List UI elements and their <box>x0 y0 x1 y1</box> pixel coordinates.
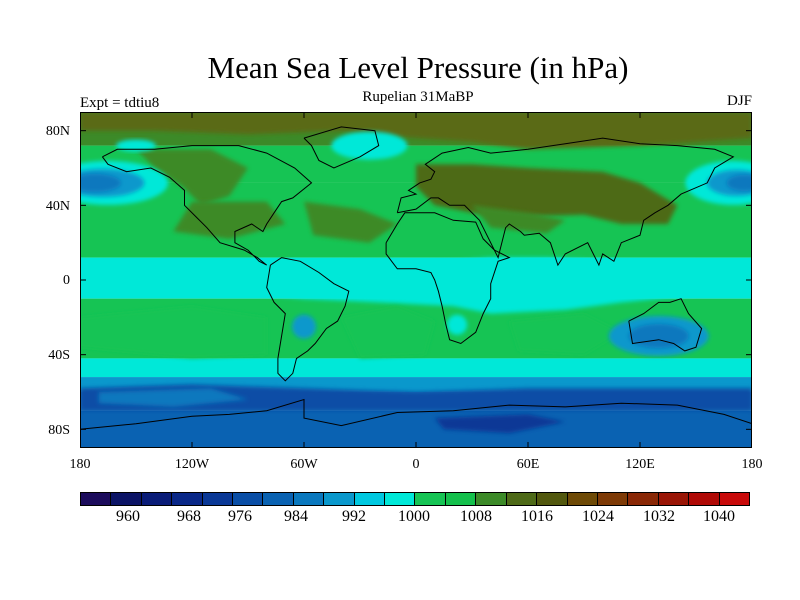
lat-tick-label: 80N <box>45 124 70 139</box>
lon-tick-label: 120W <box>174 457 210 472</box>
colorbar-swatch <box>689 493 720 505</box>
eurasia-coast <box>396 137 735 267</box>
pressure-map-canvas <box>80 112 752 448</box>
colorbar-swatch <box>597 493 629 505</box>
greenland-coast <box>303 126 380 169</box>
colorbar-swatch <box>172 493 203 505</box>
arctic-low <box>116 139 156 152</box>
colorbar-swatch <box>719 493 749 505</box>
lon-tick-label: 180 <box>741 457 763 472</box>
map-subtitle: Rupelian 31MaBP <box>362 89 474 105</box>
lon-tick-label: 0 <box>412 457 420 472</box>
icelandic-low <box>331 131 408 160</box>
south-atlantic-high <box>341 306 435 359</box>
colorbar-label: 1032 <box>643 508 675 525</box>
colorbar-swatch <box>202 493 234 505</box>
africa-coast <box>385 212 511 345</box>
colorbar-swatch <box>506 493 538 505</box>
lon-tick-label: 180 <box>69 457 91 472</box>
lon-tick-label: 120E <box>625 457 655 472</box>
lat-tick-label: 40S <box>48 348 70 363</box>
australian-low <box>628 324 689 348</box>
map-title: Mean Sea Level Pressure (in hPa) <box>207 50 629 85</box>
colorbar-swatch <box>324 493 355 505</box>
south-america-coast <box>266 257 350 382</box>
antarctic-low-core <box>434 414 566 434</box>
indian-ocean-high <box>509 313 622 355</box>
colorbar-swatch <box>263 493 294 505</box>
colorbar-swatch <box>445 493 477 505</box>
colorbar-swatch <box>111 493 142 505</box>
colorbar-label: 1000 <box>398 508 430 525</box>
aleutian-low-core <box>80 173 121 192</box>
south-african-low <box>447 314 468 335</box>
colorbar-label: 976 <box>228 508 252 525</box>
arctic-high <box>80 112 752 150</box>
north-pacific-low-east-core <box>726 174 752 191</box>
colorbar-swatch <box>385 493 416 505</box>
lon-tick-label: 60E <box>516 457 540 472</box>
colorbar-swatch <box>354 493 386 505</box>
pressure-field <box>80 112 752 448</box>
colorbar-label: 1024 <box>582 508 614 525</box>
colorbar-swatch <box>293 493 325 505</box>
experiment-label: Expt = tdtiu8 <box>80 95 160 111</box>
colorbar-swatch <box>415 493 446 505</box>
pressure-band <box>80 410 752 448</box>
colorbar-label: 960 <box>116 508 140 525</box>
colorbar-label: 1016 <box>521 508 553 525</box>
colorbar-swatch <box>567 493 598 505</box>
pressure-band <box>80 358 752 378</box>
lat-tick-label: 0 <box>63 273 70 288</box>
central-asian-high <box>472 205 566 234</box>
colorbar-swatch <box>658 493 690 505</box>
colorbar-label: 984 <box>284 508 308 525</box>
pressure-map <box>80 112 752 448</box>
colorbar-label: 1040 <box>703 508 735 525</box>
amundsen-low <box>98 388 248 407</box>
north-american-high <box>136 149 248 206</box>
australia-coast <box>628 298 703 352</box>
colorbar-swatch <box>476 493 507 505</box>
azores-high <box>304 201 398 243</box>
colorbar-swatch <box>81 493 112 505</box>
colorbar-label: 1008 <box>460 508 492 525</box>
southern-ocean-low-belt <box>80 384 752 411</box>
pacific-high-north <box>173 201 286 239</box>
lat-tick-label: 80S <box>48 423 70 438</box>
coastlines <box>80 126 752 430</box>
axis-ticks <box>80 112 752 448</box>
season-label: DJF <box>726 93 752 109</box>
north-america-coast <box>101 145 313 266</box>
colorbar-swatch <box>141 493 173 505</box>
south-pacific-high <box>80 306 267 359</box>
antarctica-coast <box>80 398 752 430</box>
colorbar-label: 992 <box>342 508 366 525</box>
colorbar-swatch <box>233 493 264 505</box>
lat-tick-label: 40N <box>45 199 70 214</box>
colorbar-label: 968 <box>177 508 201 525</box>
lon-tick-label: 60W <box>290 457 318 472</box>
colorbar <box>80 492 750 506</box>
equatorial-trough <box>266 257 696 314</box>
colorbar-swatch <box>628 493 659 505</box>
colorbar-swatch <box>537 493 568 505</box>
south-american-low <box>292 314 316 339</box>
